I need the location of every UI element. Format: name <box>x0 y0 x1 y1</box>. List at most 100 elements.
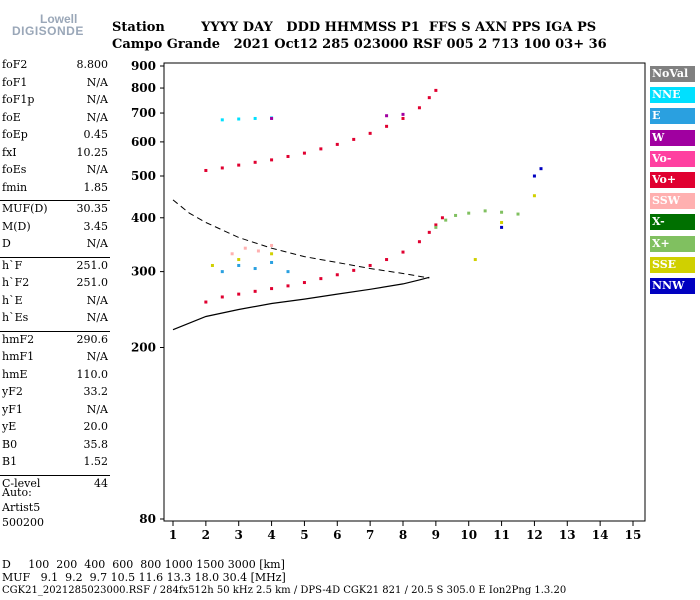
param-row: C-level 44 <box>2 477 108 491</box>
data-point <box>516 212 520 216</box>
param-row: h`Es N/A <box>2 311 108 325</box>
data-point <box>210 263 214 267</box>
legend-item: Vo+ <box>650 172 695 188</box>
data-point <box>237 117 241 121</box>
y-tick-label: 80 <box>139 512 156 526</box>
param-name: hmE <box>2 367 28 381</box>
x-tick-label: 2 <box>202 528 210 542</box>
param-name: h`F <box>2 258 23 272</box>
legend-item: SSE <box>650 256 695 273</box>
param-value: 44 <box>94 476 108 490</box>
legend-item: X+ <box>650 235 695 252</box>
y-tick-label: 500 <box>131 169 156 183</box>
param-value: 8.800 <box>76 58 109 71</box>
data-point <box>230 252 234 256</box>
x-tick-label: 8 <box>399 528 407 542</box>
data-point <box>440 216 444 220</box>
data-point <box>401 116 405 120</box>
param-row: hmF2 290.6 <box>2 333 108 347</box>
auto-label: Auto: <box>2 486 32 499</box>
param-name: foF2 <box>2 58 28 71</box>
param-row: h`E N/A <box>2 294 108 308</box>
param-name: foF1p <box>2 93 35 106</box>
data-point <box>401 250 405 254</box>
data-point <box>368 263 372 267</box>
data-point <box>243 246 247 250</box>
data-point <box>417 240 421 244</box>
data-point <box>220 270 224 274</box>
data-point <box>253 267 257 271</box>
data-point <box>335 142 339 146</box>
plot-frame <box>163 62 646 522</box>
param-value: 290.6 <box>76 332 109 346</box>
data-point <box>434 88 438 92</box>
param-name: yF1 <box>2 402 23 416</box>
x-tick-label: 5 <box>300 528 308 542</box>
data-point <box>253 289 257 293</box>
param-separator <box>0 256 110 258</box>
x-tick-label: 13 <box>559 528 576 542</box>
param-name: h`Es <box>2 311 29 324</box>
param-separator <box>0 474 110 476</box>
data-point <box>220 295 224 299</box>
param-value: 33.2 <box>83 385 109 398</box>
data-point <box>253 116 257 120</box>
data-point <box>302 151 306 155</box>
param-separator <box>0 330 110 332</box>
data-point <box>417 106 421 110</box>
param-row: yF1 N/A <box>2 403 108 417</box>
footer-muf-row: MUF 9.1 9.2 9.7 10.5 11.6 13.3 18.0 30.4… <box>2 571 286 584</box>
param-name: D <box>2 237 11 250</box>
data-point <box>237 163 241 167</box>
param-name: h`F2 <box>2 276 30 289</box>
data-point <box>319 277 323 281</box>
y-tick-label: 600 <box>131 135 156 149</box>
data-point <box>444 218 448 222</box>
param-name: h`E <box>2 293 23 307</box>
x-tick-label: 14 <box>592 528 609 542</box>
logo-brand: Lowell <box>40 12 78 26</box>
data-point <box>270 243 274 247</box>
param-row: foF2 8.800 <box>2 58 108 72</box>
param-row: foF1 N/A <box>2 76 108 90</box>
profile-solid-line <box>172 276 430 331</box>
y-tick-label: 800 <box>131 81 156 95</box>
data-point <box>500 221 504 225</box>
param-row: B1 1.52 <box>2 455 108 469</box>
data-point <box>473 258 477 262</box>
data-point <box>385 258 389 262</box>
logo-product: DIGISONDE <box>12 24 84 38</box>
param-row: D N/A <box>2 237 108 251</box>
y-tick-label: 700 <box>131 106 156 120</box>
legend-item: W <box>650 129 695 146</box>
param-name: foEs <box>2 163 27 176</box>
x-tick-label: 11 <box>493 528 510 542</box>
param-value: N/A <box>86 311 108 324</box>
param-value: 1.85 <box>83 180 109 194</box>
x-tick-label: 3 <box>235 528 243 542</box>
param-row: h`F2 251.0 <box>2 276 108 290</box>
param-name: MUF(D) <box>2 202 48 215</box>
param-name: fmin <box>2 180 28 194</box>
param-value: N/A <box>86 402 108 416</box>
param-row: hmF1 N/A <box>2 350 108 364</box>
param-name: B0 <box>2 437 18 451</box>
data-point <box>220 166 224 170</box>
data-point <box>302 281 306 285</box>
data-point <box>454 213 458 217</box>
param-value: 0.45 <box>83 128 109 141</box>
data-point <box>352 268 356 272</box>
param-value: 1.52 <box>83 455 109 468</box>
profile-dashed-line <box>172 199 430 279</box>
data-point <box>270 158 274 162</box>
x-tick-label: 7 <box>366 528 374 542</box>
legend-item: X- <box>650 214 695 231</box>
legend-item: Vo- <box>650 150 695 167</box>
x-tick-label: 4 <box>267 528 275 542</box>
param-row: h`F 251.0 <box>2 259 108 273</box>
param-value: 3.45 <box>83 219 109 233</box>
y-tick-label: 200 <box>131 341 156 355</box>
x-tick-label: 6 <box>333 528 341 542</box>
param-row: MUF(D) 30.35 <box>2 202 108 216</box>
